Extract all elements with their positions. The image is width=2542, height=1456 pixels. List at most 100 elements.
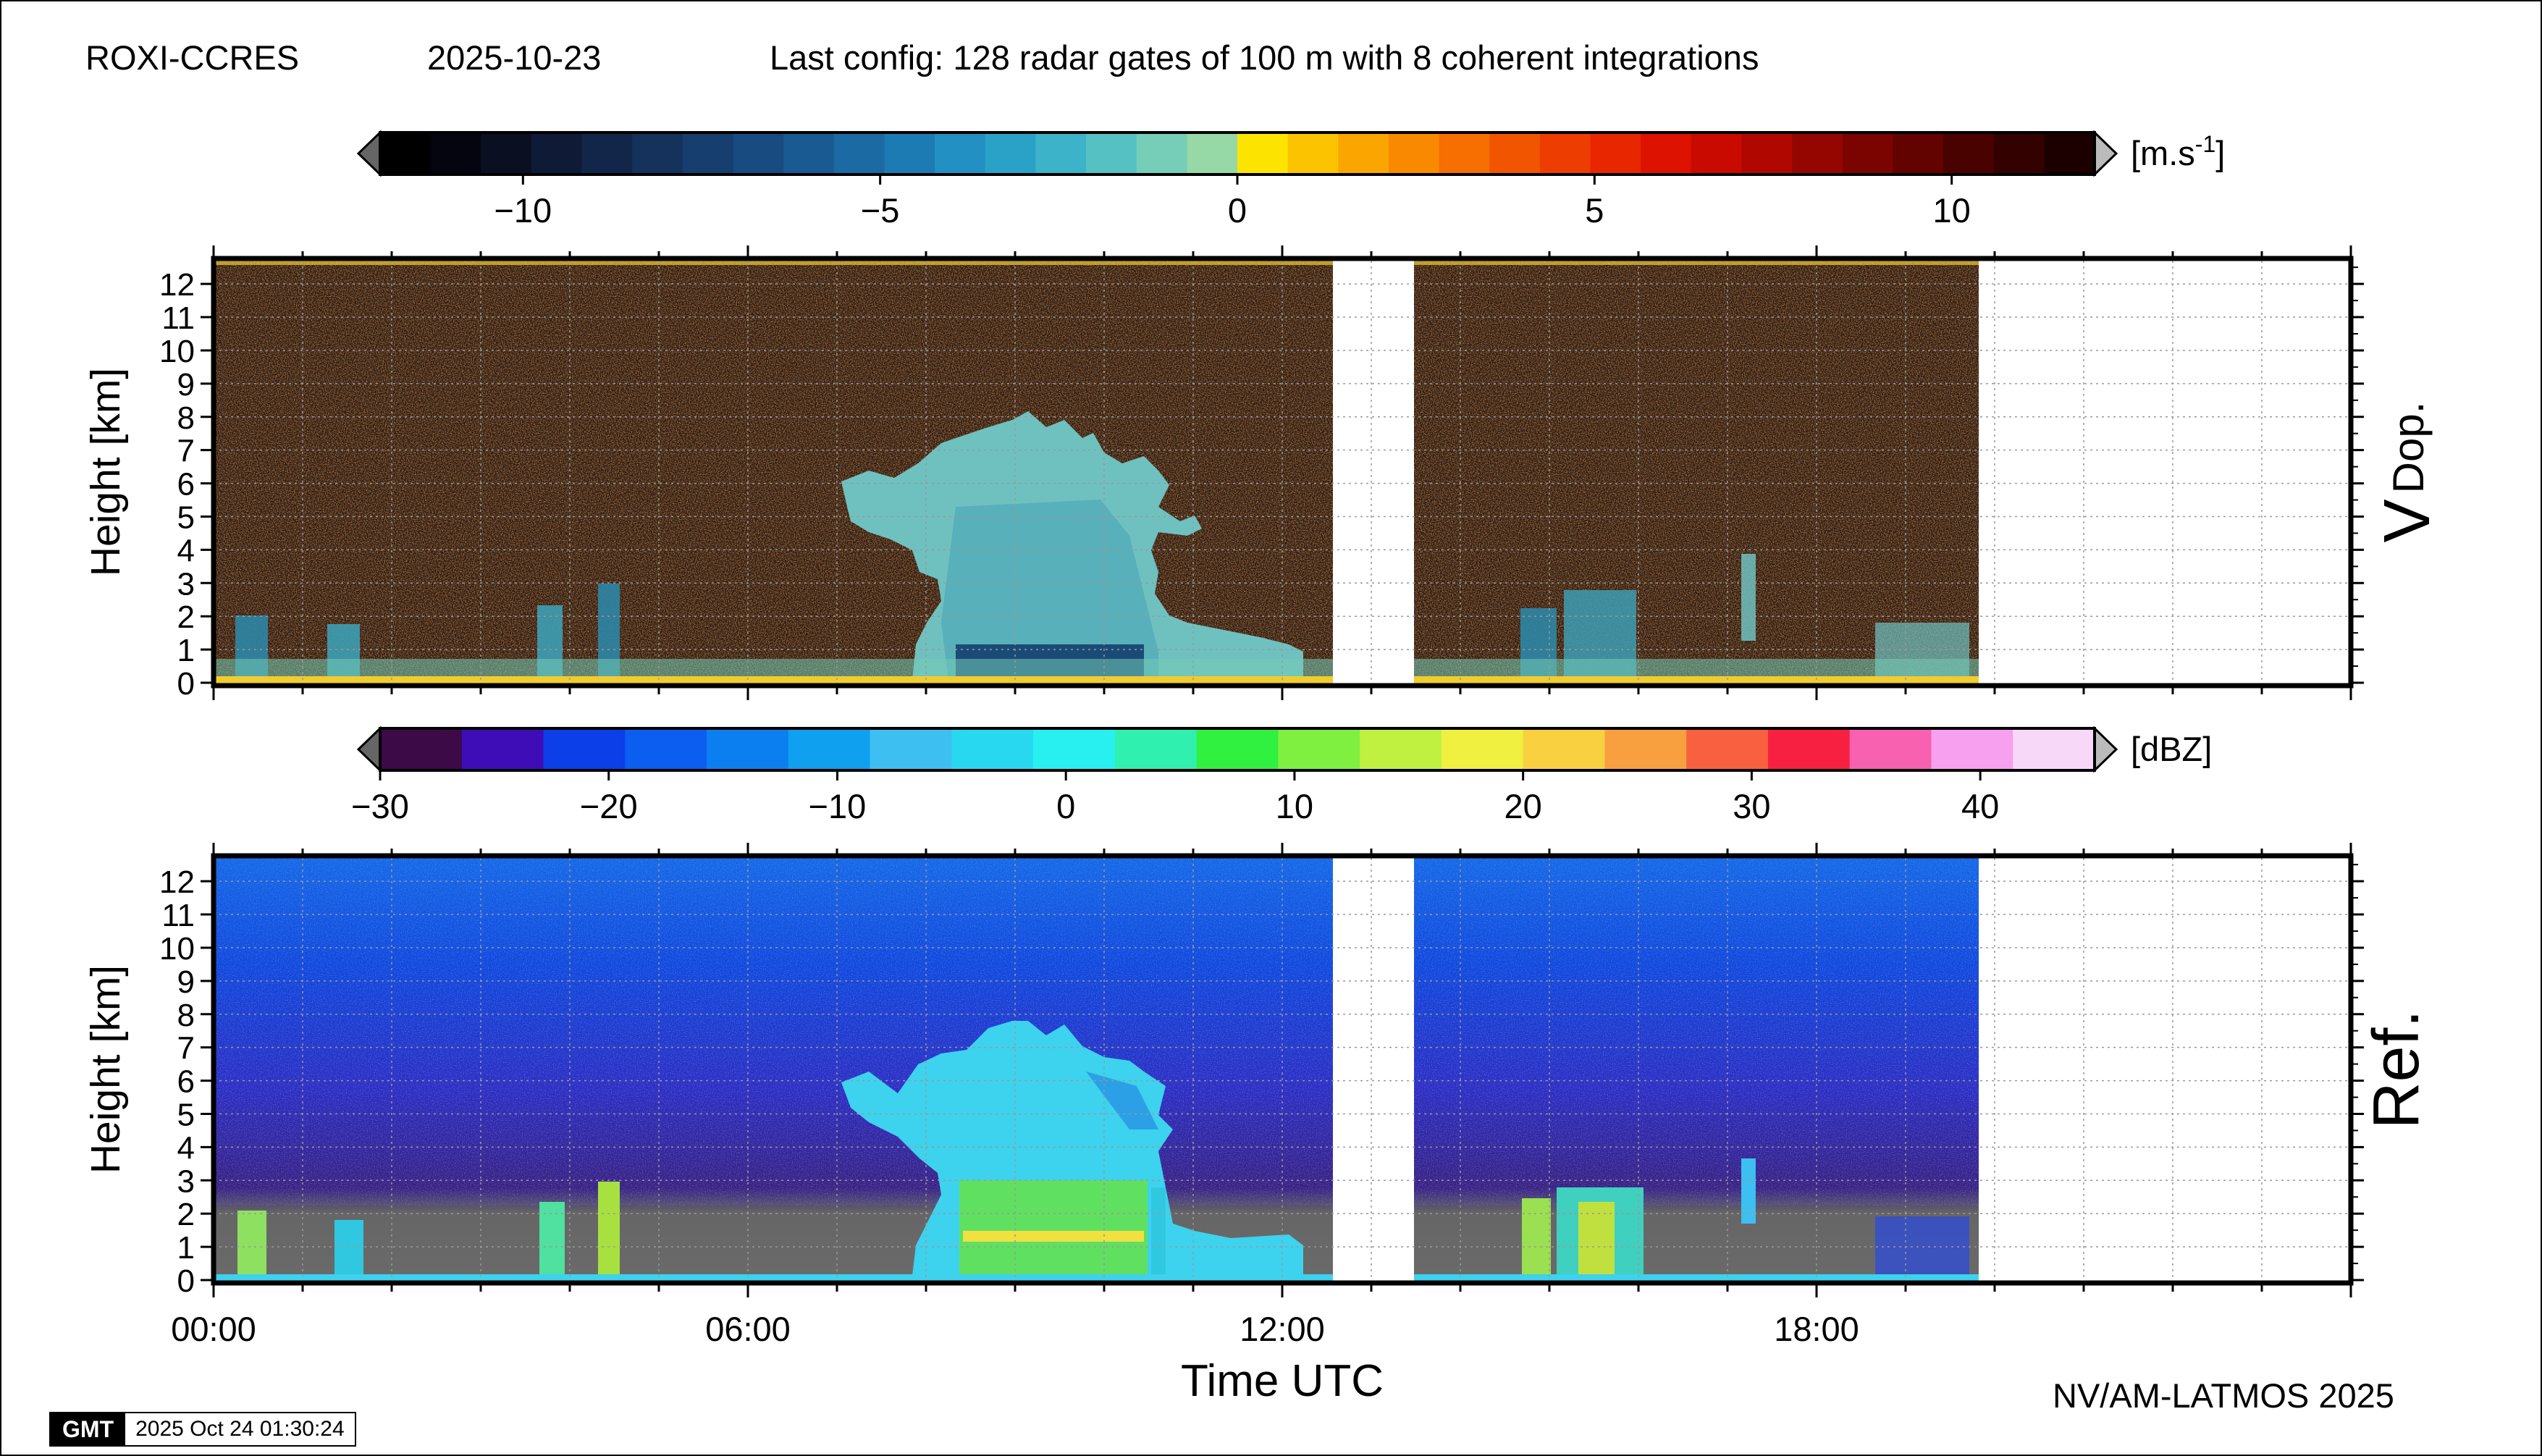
y-tick-label: 12 <box>159 267 195 303</box>
colorbar-swatch <box>625 728 707 770</box>
colorbar-swatch <box>1136 132 1188 174</box>
colorbar-unit: [m.s-1] <box>2131 131 2225 172</box>
colorbar-swatch <box>1792 132 1843 174</box>
y-tick-label: 3 <box>177 1163 195 1199</box>
colorbar-tick-label: −5 <box>861 191 900 230</box>
colorbar-swatch <box>1086 132 1137 174</box>
colorbar-swatch <box>788 728 871 770</box>
colorbar-swatch <box>1237 132 1289 174</box>
colorbar-tick-label: −30 <box>351 787 409 825</box>
colorbar-swatch <box>380 132 432 174</box>
colorbar-swatch <box>581 132 634 174</box>
y-tick-label: 4 <box>177 1130 195 1166</box>
colorbar-swatch <box>1741 132 1793 174</box>
colorbar-swatch <box>1993 132 2045 174</box>
colorbar-swatch <box>884 132 935 174</box>
colorbar-swatch <box>985 132 1037 174</box>
colorbar-swatch <box>430 132 482 174</box>
site-name: ROXI-CCRES <box>85 38 300 77</box>
colorbar-swatch <box>733 132 784 174</box>
colorbar-swatch <box>1441 728 1524 770</box>
colorbar-swatch <box>1523 728 1606 770</box>
colorbar-swatch <box>1287 132 1339 174</box>
colorbar-swatch <box>1686 728 1769 770</box>
doppler-panel-label: VDop. <box>2371 402 2444 543</box>
colorbar-tick-label: 10 <box>1933 191 1971 230</box>
colorbar-swatch <box>833 132 885 174</box>
colorbar-swatch <box>1489 132 1541 174</box>
colorbar-swatch <box>1641 132 1692 174</box>
x-tick-label: 06:00 <box>705 1310 791 1348</box>
colorbar-swatch <box>1893 132 1944 174</box>
timestamp-text: 2025 Oct 24 01:30:24 <box>125 1413 355 1445</box>
colorbar-swatch <box>1931 728 2014 770</box>
y-tick-label: 1 <box>177 1230 195 1266</box>
y-tick-label: 10 <box>159 931 195 967</box>
reflectivity-panel-label: Ref. <box>2360 1009 2433 1129</box>
colorbar-tick-label: 30 <box>1733 787 1770 825</box>
colorbar-swatch <box>1604 728 1687 770</box>
y-tick-label: 9 <box>177 964 195 1000</box>
colorbar-swatch <box>1842 132 1894 174</box>
colorbar-swatch <box>1388 132 1440 174</box>
colorbar-swatch <box>1691 132 1743 174</box>
doppler-ylabel: Height [km] <box>83 368 129 576</box>
config-text: Last config: 128 radar gates of 100 m wi… <box>770 38 1759 77</box>
colorbar-swatch <box>1849 728 1932 770</box>
y-tick-label: 3 <box>177 566 195 602</box>
y-tick-label: 0 <box>177 1263 195 1299</box>
y-tick-label: 6 <box>177 1064 195 1100</box>
colorbar-swatch <box>481 132 532 174</box>
reflectivity-ylabel: Height [km] <box>83 965 129 1174</box>
colorbar-swatch <box>1338 132 1389 174</box>
colorbar-swatch <box>682 132 734 174</box>
gmt-logo: GMT <box>51 1413 126 1445</box>
colorbar-tick-label: 20 <box>1504 787 1542 825</box>
data-gap <box>1336 262 1416 683</box>
colorbar-swatch <box>632 132 683 174</box>
x-axis-label: Time UTC <box>1181 1356 1384 1406</box>
reflectivity-cloud-echo <box>841 1021 1303 1276</box>
y-tick-label: 7 <box>177 434 195 469</box>
y-tick-label: 9 <box>177 367 195 403</box>
colorbar-swatch <box>1439 132 1491 174</box>
colorbar-unit: [dBZ] <box>2131 730 2212 768</box>
x-tick-label: 18:00 <box>1774 1310 1859 1348</box>
y-tick-label: 6 <box>177 467 195 502</box>
colorbar-tick-label: 0 <box>1056 787 1075 825</box>
colorbar-swatch <box>1943 132 1995 174</box>
y-tick-label: 7 <box>177 1031 195 1066</box>
colorbar-swatch <box>1033 728 1116 770</box>
colorbar-swatch <box>951 728 1034 770</box>
colorbar-swatch <box>543 728 626 770</box>
colorbar-swatch <box>2013 728 2095 770</box>
y-tick-label: 12 <box>159 864 195 900</box>
colorbar-swatch <box>1360 728 1442 770</box>
data-gap <box>1986 262 2351 683</box>
colorbar-low-arrow <box>356 725 382 773</box>
y-tick-label: 2 <box>177 599 195 635</box>
colorbar-swatch <box>1590 132 1641 174</box>
y-tick-label: 1 <box>177 633 195 668</box>
colorbar-swatch <box>1196 728 1279 770</box>
colorbar-swatch <box>380 728 463 770</box>
reflectivity-grid <box>214 858 2351 1283</box>
colorbar-swatch <box>531 132 583 174</box>
y-tick-label: 11 <box>161 300 195 336</box>
x-tick-label: 00:00 <box>171 1310 256 1348</box>
colorbar-swatch <box>1767 728 1851 770</box>
colorbar-tick-label: 0 <box>1228 191 1247 230</box>
credit-text: NV/AM-LATMOS 2025 <box>2053 1376 2394 1415</box>
colorbar-swatch <box>1187 132 1238 174</box>
data-gap <box>1336 859 1416 1280</box>
gmt-timestamp: GMT 2025 Oct 24 01:30:24 <box>49 1412 356 1447</box>
colorbar-swatch <box>1278 728 1360 770</box>
y-tick-label: 8 <box>177 998 195 1033</box>
colorbar-swatch <box>870 728 953 770</box>
colorbar-tick-label: 40 <box>1961 787 1999 825</box>
colorbar-swatch <box>1539 132 1591 174</box>
